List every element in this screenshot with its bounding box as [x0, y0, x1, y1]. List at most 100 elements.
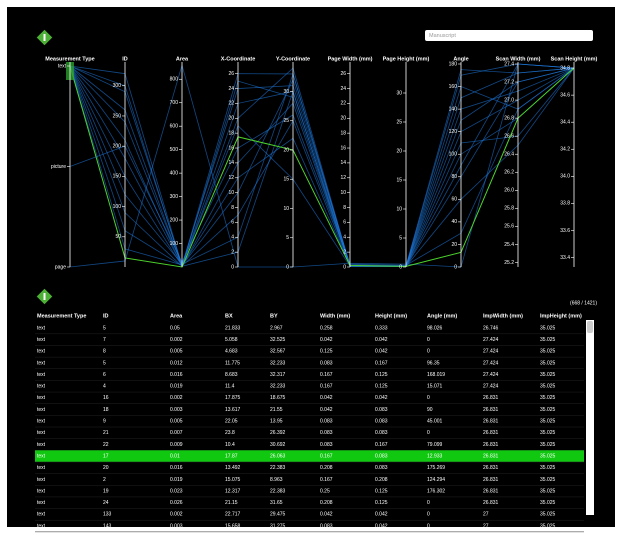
table-cell: 0.125	[375, 384, 388, 390]
table-cell: 0.167	[375, 442, 388, 448]
logo	[36, 29, 53, 46]
scrollbar[interactable]	[586, 320, 594, 515]
tick-label: text	[58, 63, 67, 69]
scroll-thumb[interactable]	[587, 321, 593, 333]
table-cell: 4.683	[225, 349, 238, 355]
table-cell: 0.083	[320, 419, 333, 425]
highlight-line	[69, 65, 575, 268]
table-cell: 10.4	[225, 442, 235, 448]
table-cell: text	[37, 360, 46, 366]
table-cell: 12.317	[225, 488, 241, 494]
table-cell: 96.35	[427, 360, 440, 366]
row-count: (668 / 1421)	[570, 300, 597, 306]
table-cell: 19	[103, 488, 109, 494]
tick-label: 0	[231, 264, 234, 270]
table-cell: 26.831	[483, 465, 499, 471]
table-cell: 0.002	[170, 512, 183, 518]
tick-label: 400	[170, 170, 179, 176]
tick-label: 8	[231, 205, 234, 211]
table-cell: 0.125	[320, 349, 333, 355]
table-cell: 26.063	[270, 453, 286, 459]
tick-label: 700	[170, 100, 179, 106]
table-cell: 15.658	[225, 523, 241, 529]
data-line	[69, 65, 575, 267]
table-cell: 0.005	[170, 419, 183, 425]
tick-label: 100	[170, 241, 179, 247]
table-cell: 0.026	[170, 500, 183, 506]
table-cell: 0.083	[320, 430, 333, 436]
tick-label: 25	[396, 119, 402, 125]
tick-label: 25.6	[504, 224, 514, 230]
table-cell: 27.424	[483, 349, 499, 355]
table-cell: 9	[103, 419, 106, 425]
table-cell: 0.042	[375, 395, 388, 401]
data-line	[69, 67, 575, 266]
table-cell: 0	[427, 337, 430, 343]
axis-title: X-Coordinate	[221, 56, 256, 62]
tick-label: 200	[113, 143, 122, 149]
table-cell: 0.083	[375, 419, 388, 425]
table-cell: 26.831	[483, 407, 499, 413]
table-cell: 0.25	[320, 488, 330, 494]
tick-label: 50	[115, 234, 121, 240]
table-cell: 0	[427, 349, 430, 355]
tick-label: 27.4	[504, 61, 514, 67]
table-cell: 0	[427, 500, 430, 506]
table-cell: 31.275	[270, 523, 286, 529]
table: (668 / 1421) Measurement Type ID Area BX BY Wi…	[35, 300, 597, 533]
table-cell: 35.025	[540, 419, 556, 425]
table-cell: 35.025	[540, 407, 556, 413]
table-cell: text	[37, 453, 46, 459]
search-box[interactable]	[425, 30, 593, 41]
tick-label: page	[55, 264, 66, 270]
tick-label: 22	[340, 101, 346, 107]
table-cell: 0	[427, 523, 430, 529]
table-cell: 22.383	[270, 465, 286, 471]
tick-label: 6	[231, 220, 234, 226]
table-cell: 0.083	[375, 407, 388, 413]
tick-label: 27.2	[504, 79, 514, 85]
table-cell: 26.831	[483, 430, 499, 436]
table-cell: 0.083	[320, 360, 333, 366]
table-cell: 35.025	[540, 360, 556, 366]
table-cell: 2.967	[270, 325, 283, 331]
axis-layer: Measurement TypetextpicturepageID5010015…	[45, 56, 597, 270]
table-cell: 35.025	[540, 384, 556, 390]
table-cell: 12.933	[427, 453, 443, 459]
column-header: Area	[170, 313, 183, 319]
line-layer	[66, 62, 575, 268]
table-cell: text	[37, 419, 46, 425]
table-cell: 35.025	[540, 512, 556, 518]
table-cell: 0.003	[170, 407, 183, 413]
table-cell: 79.099	[427, 442, 443, 448]
table-cell: 0.003	[170, 523, 183, 529]
table-cell: 0.042	[375, 523, 388, 529]
tick-label: 0	[286, 264, 289, 270]
tick-label: 100	[113, 204, 122, 210]
table-cell: 0.208	[375, 477, 388, 483]
table-cell: 175.269	[427, 465, 445, 471]
tick-label: 34.8	[560, 65, 570, 71]
table-cell: 45.001	[427, 419, 443, 425]
table-cell: text	[37, 430, 46, 436]
table-cell: 26.831	[483, 419, 499, 425]
tick-label: 180	[449, 61, 458, 67]
data-line	[69, 65, 575, 268]
table-cell: 32.233	[270, 360, 286, 366]
table-cell: 21	[103, 430, 109, 436]
tick-label: 30	[283, 89, 289, 95]
table-cell: 8.683	[225, 372, 238, 378]
tick-label: 12	[340, 175, 346, 181]
table-cell: text	[37, 500, 46, 506]
table-cell: 30.692	[270, 442, 286, 448]
table-cell: 0.083	[320, 523, 333, 529]
tick-label: 40	[451, 219, 457, 225]
data-line	[69, 65, 575, 267]
table-cell: 0.083	[320, 442, 333, 448]
tick-label: 26.6	[504, 134, 514, 140]
tick-label: 0	[399, 264, 402, 270]
table-cell: 0.05	[170, 325, 180, 331]
table-cell: 26.746	[483, 325, 499, 331]
tick-label: 27.0	[504, 97, 514, 103]
table-cell: 0.167	[320, 453, 333, 459]
